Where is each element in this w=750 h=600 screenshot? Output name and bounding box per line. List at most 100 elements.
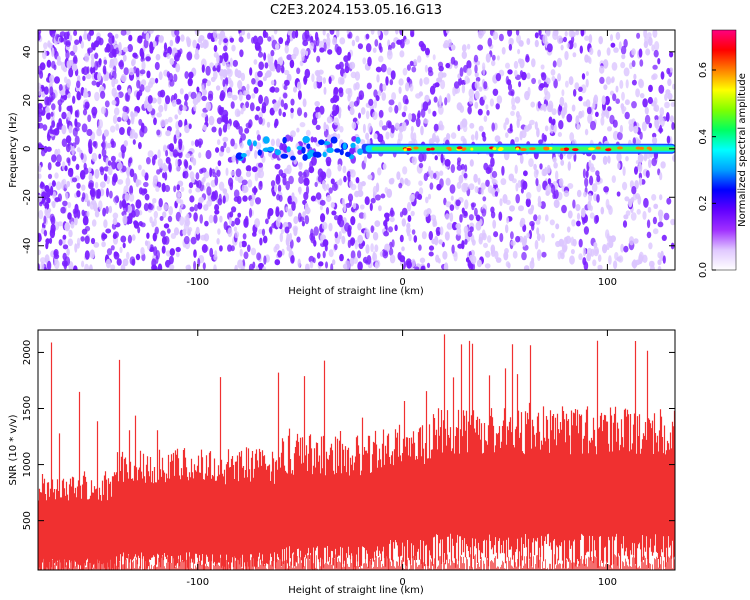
noise-blob [363, 156, 367, 164]
noise-blob [179, 104, 184, 111]
noise-blob [44, 185, 50, 193]
noise-blob [249, 199, 254, 207]
noise-blob [300, 48, 306, 57]
noise-blob [521, 129, 527, 139]
noise-blob [157, 149, 161, 159]
noise-blob [290, 255, 295, 264]
noise-blob [291, 30, 297, 39]
noise-blob [350, 169, 356, 178]
noise-blob [202, 176, 206, 183]
noise-blob [487, 235, 492, 243]
noise-blob [322, 30, 326, 36]
noise-blob [339, 253, 344, 262]
noise-blob [257, 35, 264, 46]
noise-blob [659, 124, 663, 134]
noise-blob [175, 129, 180, 137]
noise-blob [515, 235, 521, 243]
noise-blob [152, 232, 157, 242]
noise-blob [61, 124, 67, 135]
noise-blob [100, 106, 106, 115]
noise-blob [421, 231, 427, 240]
noise-blob [169, 79, 175, 87]
noise-blob [297, 90, 302, 100]
noise-blob [337, 163, 342, 172]
noise-blob [455, 223, 462, 230]
noise-blob [195, 172, 200, 180]
noise-blob [360, 204, 365, 210]
noise-blob [258, 45, 262, 53]
noise-blob [461, 182, 468, 193]
noise-blob [205, 65, 211, 76]
noise-blob [51, 60, 56, 69]
noise-blob [314, 101, 321, 107]
noise-blob [326, 194, 332, 203]
noise-blob [602, 244, 608, 254]
noise-blob [661, 234, 667, 241]
signal-blob [357, 148, 364, 155]
noise-blob [354, 190, 360, 198]
noise-blob [218, 127, 222, 137]
noise-blob [489, 98, 494, 107]
noise-blob [217, 160, 222, 167]
noise-blob [139, 47, 144, 58]
noise-blob [176, 184, 180, 191]
noise-blob [464, 199, 469, 210]
noise-blob [50, 185, 54, 196]
noise-blob [96, 128, 102, 137]
noise-blob [320, 234, 324, 244]
noise-blob [615, 98, 620, 104]
noise-blob [287, 195, 293, 205]
noise-blob [499, 198, 503, 207]
noise-blob [449, 212, 454, 222]
noise-blob [322, 180, 326, 190]
noise-blob [471, 202, 475, 211]
noise-blob [80, 152, 84, 160]
noise-blob [285, 180, 291, 191]
noise-blob [48, 42, 53, 49]
noise-blob [409, 194, 415, 203]
noise-blob [90, 237, 96, 245]
noise-blob [572, 238, 577, 247]
noise-blob [53, 249, 59, 257]
signal-blob [240, 152, 247, 158]
noise-blob [383, 220, 388, 227]
signal-blob [350, 142, 356, 149]
noise-blob [120, 30, 127, 36]
noise-blob [91, 80, 97, 86]
noise-blob [258, 116, 263, 125]
noise-blob [119, 200, 123, 210]
noise-blob [615, 31, 621, 41]
noise-blob [111, 48, 116, 57]
noise-blob [313, 137, 318, 143]
noise-blob [556, 57, 563, 68]
signal-peak [520, 148, 527, 152]
noise-blob [277, 184, 282, 193]
noise-blob [50, 96, 54, 102]
noise-blob [274, 243, 280, 250]
noise-blob [331, 110, 338, 117]
noise-blob [572, 199, 576, 209]
noise-blob [389, 79, 394, 86]
noise-blob [445, 177, 451, 186]
noise-blob [107, 165, 113, 176]
noise-blob [463, 210, 468, 217]
noise-blob [165, 156, 171, 164]
noise-blob [302, 211, 306, 218]
noise-blob [646, 219, 651, 229]
noise-blob [537, 201, 542, 208]
noise-blob [564, 50, 569, 61]
noise-blob [492, 31, 499, 40]
noise-blob [429, 85, 436, 95]
noise-blob [126, 251, 130, 260]
noise-blob [403, 105, 408, 112]
noise-blob [104, 100, 110, 108]
noise-blob [138, 35, 143, 44]
noise-blob [639, 93, 645, 99]
noise-blob [197, 201, 203, 210]
noise-blob [248, 123, 252, 129]
noise-blob [62, 244, 69, 250]
noise-blob [127, 88, 132, 96]
noise-blob [71, 177, 78, 183]
signal-peak [529, 147, 536, 151]
